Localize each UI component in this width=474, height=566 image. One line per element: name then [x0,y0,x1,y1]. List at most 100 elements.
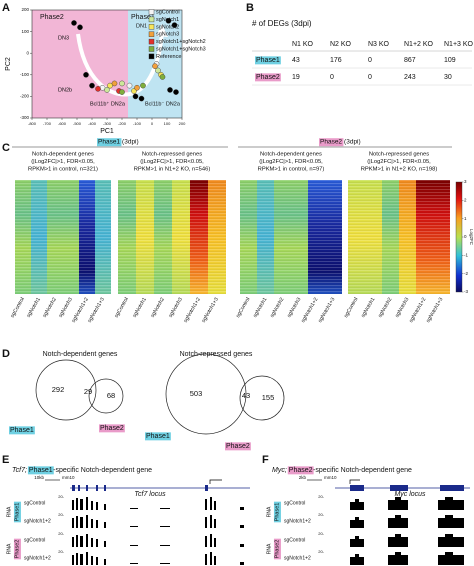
heatmap-phase1-dependent [15,180,111,294]
tss-arrow [349,479,360,484]
panel-label: B [246,2,254,14]
sample-label: sgNotch1+2 [24,555,51,561]
set-label: Phase2 [226,443,250,450]
legend-label: sgNotch1+sgNotch3 [156,46,206,52]
colorbar-tick-label: -2 [464,271,468,276]
phase-tag: Phase2 [14,540,20,559]
coverage-track [350,534,464,547]
exon [205,485,208,491]
heatmap-title: RPKM>1 in N1+2 KO, n=546) [134,167,211,173]
colorbar [455,181,463,293]
data-point [126,82,133,89]
phase-tag: Phase1 [29,467,53,474]
y-axis-label: PC2 [5,57,12,71]
region-label: Phase2 [40,14,64,21]
data-point [140,82,146,89]
assay-label: RNA [6,506,12,517]
label-highlight [27,466,54,475]
legend-swatch [148,31,155,37]
column-label: sgControl [235,297,251,319]
set-label: Phase1 [146,433,170,440]
table-cell: 43 [292,57,300,64]
sample-label: sgNotch1+2 [284,555,311,561]
title-text: -specific Notch-dependent gene [53,467,152,474]
table-header: N2 KO [330,41,352,48]
heatmap-title: Notch-repressed genes [369,152,429,158]
data-point [89,82,95,89]
column-label: sgControl [10,297,26,319]
phase-tag: Phase1 [274,503,280,522]
label-highlight [287,466,314,475]
x-axis-label: PC1 [100,128,114,135]
table-cell: 0 [368,57,372,64]
legend-label: sgNotch1 [156,17,179,23]
exon [86,485,88,491]
x-tick-label: 100 [164,121,171,126]
data-point [134,84,140,91]
colorbar-tick-label: -1 [464,253,468,258]
venn-count: 292 [52,385,65,394]
data-point [104,87,110,93]
column-label: sgNotch1+3 [317,297,336,324]
column-label: sgNotch1+3 [425,297,444,324]
point-annotation: Bcl11b⁻ DN2a [145,101,181,107]
venn-circle [239,375,285,421]
heatmap-title: Notch-repressed genes [142,152,202,158]
point-annotation: Bcl11b⁺ DN2a [90,100,126,107]
y-tick-label: 200 [21,7,29,12]
scale-label: 2kb [299,475,307,480]
gene-model-f [307,479,470,491]
colorbar-tick-label: 3 [464,179,467,184]
panel-label: F [262,454,269,466]
set-label: Phase1 [10,427,34,434]
heatmap-title: RPKM>1 in control, n=97) [258,167,325,173]
data-point [155,67,161,74]
exon [72,485,75,491]
table-cell: 0 [330,74,334,81]
panel-label: E [2,454,9,466]
heatmap-title: Notch-dependent genes [32,152,94,158]
data-point [167,87,173,93]
legend-label: sgNotch1+sgNotch2 [156,39,206,45]
x-tick-label: -200 [118,121,127,126]
table-cell: 243 [404,74,416,81]
colorbar-label: Log2FC [469,229,474,246]
heatmap-title: RPKM>1 in control, n=321) [28,167,98,173]
column-label: sgNotch1+3 [87,297,106,324]
column-label: sgNotch2 [269,297,285,319]
data-point [173,89,179,95]
legend-swatch [148,53,155,60]
venn-title: Notch-repressed genes [180,351,253,358]
track-scale: 20- [58,512,64,517]
label-highlight [255,73,281,82]
label-highlight [13,538,21,560]
heatmap-title: (|Log2FC|>1, FDR<0.05, [259,159,323,165]
arrow-head [156,24,168,37]
point-annotation: DN2b [58,87,72,93]
x-tick-label: -700 [43,121,52,126]
legend-swatch [148,9,155,15]
column-label: sgControl [114,297,130,319]
panel-label: A [2,2,10,14]
track-scale: 20- [58,531,64,536]
data-point [95,86,101,92]
exon [390,485,408,491]
label-highlight [273,501,281,523]
table-cell: 19 [292,74,300,81]
heatmap-texture [240,180,342,294]
heatmap-title: (|Log2FC|>1, FDR<0.05, [31,159,95,165]
column-label: sgNotch1+2 [300,297,319,324]
coverage-track [350,552,464,565]
title-text: -specific Notch-dependent gene [313,467,412,474]
exon [78,485,80,491]
x-tick-label: -800 [28,121,37,126]
coverage-track [72,515,244,528]
tss-arrow [209,479,222,484]
locus-label: Tcf7 locus [134,491,166,498]
heatmap-title: RPKM>1 in N1+2 KO, n=198) [361,167,438,173]
dpi-label: (3dpi) [344,139,361,146]
legend-swatch [148,38,155,45]
point-annotation: DN1 [136,23,147,29]
heatmap-title: (|Log2FC|>1, FDR<0.05, [140,159,204,165]
